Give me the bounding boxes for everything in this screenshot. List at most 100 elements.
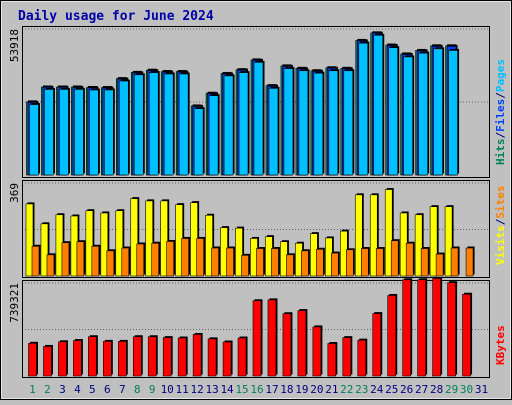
bar-sites-day-24 — [375, 247, 385, 277]
bar-kbytes-day-17 — [267, 298, 278, 377]
bar-visits-day-10 — [160, 199, 170, 277]
bar-visits-day-15-face — [235, 227, 243, 277]
bar-visits-day-27 — [414, 213, 424, 277]
x-tick-label-20: 20 — [310, 383, 323, 396]
x-tick-label-3: 3 — [59, 383, 66, 396]
bar-sites-day-21 — [331, 251, 340, 277]
bar-kbytes-day-24 — [372, 312, 383, 377]
bar-kbytes-day-17-face — [267, 299, 277, 377]
bar-pages-day-26 — [403, 55, 415, 176]
bar-pages-day-18-face — [283, 68, 294, 176]
bar-kbytes-day-18 — [282, 312, 293, 377]
x-tick-label-19: 19 — [295, 383, 308, 396]
bar-sites-day-28-face — [435, 253, 444, 277]
bar-sites-day-16 — [256, 247, 265, 277]
bar-sites-day-11-face — [181, 238, 189, 277]
bar-pages-day-29-face — [448, 50, 458, 176]
bar-kbytes-day-9 — [147, 335, 158, 377]
bar-sites-day-10 — [166, 239, 176, 277]
bar-visits-day-13 — [205, 213, 215, 277]
bar-pages-day-3-face — [59, 89, 69, 176]
bar-kbytes-day-8-face — [132, 336, 142, 377]
bar-sites-day-24-face — [375, 248, 384, 277]
panel-kbytes: 739321 KBytes — [8, 277, 507, 378]
bar-pages-day-23-face — [358, 42, 369, 176]
bar-sites-day-2-face — [46, 254, 55, 277]
bar-pages-day-28-face — [433, 48, 443, 176]
bar-pages-day-1 — [29, 103, 40, 176]
x-tick-label-14: 14 — [220, 383, 234, 396]
chart-title: Daily usage for June 2024 — [18, 9, 214, 24]
bar-kbytes-day-28 — [432, 277, 443, 377]
bar-visits-day-10-face — [160, 200, 168, 277]
bar-visits-day-2 — [40, 222, 50, 277]
bar-pages-day-14 — [223, 74, 235, 176]
bar-kbytes-day-27-face — [417, 279, 426, 377]
bar-visits-day-15 — [235, 226, 245, 277]
bar-pages-day-22 — [343, 69, 355, 176]
bar-pages-day-16-face — [253, 62, 264, 176]
x-tick-label-15: 15 — [235, 383, 248, 396]
bar-sites-day-3-face — [61, 242, 70, 277]
bar-pages-day-3 — [59, 87, 70, 176]
bar-sites-day-16-face — [256, 248, 264, 277]
bar-kbytes-day-22 — [342, 336, 353, 377]
bar-visits-day-9-face — [145, 200, 154, 277]
bar-pages-day-22-face — [343, 70, 354, 176]
bar-pages-day-20 — [313, 71, 325, 176]
bar-pages-day-21-face — [328, 70, 339, 176]
x-tick-label-11: 11 — [176, 383, 189, 396]
legend-item-hits-1: / — [494, 132, 507, 139]
bar-kbytes-day-13-face — [207, 338, 217, 377]
bar-pages-day-17-face — [268, 88, 279, 176]
x-tick-label-18: 18 — [280, 383, 293, 396]
bar-kbytes-day-25 — [387, 293, 398, 377]
bar-pages-day-10-face — [163, 73, 174, 176]
bar-pages-day-15 — [238, 71, 250, 176]
bar-pages-day-6 — [104, 88, 115, 176]
bar-visits-day-2-face — [40, 223, 49, 277]
bar-pages-day-25 — [388, 46, 400, 176]
bar-pages-day-29 — [448, 48, 460, 176]
bar-sites-day-5 — [91, 244, 101, 277]
bar-pages-day-19 — [298, 69, 310, 176]
bar-kbytes-day-29 — [447, 281, 458, 377]
bar-pages-day-24-face — [373, 34, 384, 176]
x-tick-label-23: 23 — [355, 383, 368, 396]
bar-visits-day-8-face — [130, 198, 139, 277]
bar-sites-day-18-face — [286, 254, 294, 277]
bar-kbytes-day-15 — [237, 336, 248, 377]
bar-pages-day-5 — [89, 88, 100, 176]
bar-sites-day-14-face — [226, 247, 234, 277]
x-tick-label-25: 25 — [385, 383, 398, 396]
bar-kbytes-day-25-face — [387, 295, 397, 377]
bar-kbytes-day-7-face — [117, 341, 127, 377]
bar-kbytes-day-4-face — [73, 340, 82, 377]
bar-pages-day-12-face — [193, 108, 204, 176]
bar-visits-day-7 — [115, 209, 125, 277]
bar-kbytes-day-10-face — [162, 337, 172, 377]
bar-visits-day-7-face — [115, 210, 124, 277]
bar-sites-day-29-face — [450, 247, 459, 277]
bar-sites-day-3 — [61, 241, 71, 277]
bar-pages-day-6-face — [104, 89, 114, 176]
bar-sites-day-4-face — [76, 241, 85, 277]
bar-pages-day-8-face — [133, 74, 144, 176]
bar-sites-day-1-face — [31, 245, 40, 277]
bar-kbytes-day-16 — [252, 299, 263, 377]
bar-pages-day-18 — [283, 67, 295, 176]
bar-pages-day-2 — [44, 87, 55, 176]
bar-sites-day-9 — [151, 241, 161, 277]
bar-kbytes-day-18-face — [282, 313, 292, 377]
x-tick-label-26: 26 — [400, 383, 413, 396]
bar-pages-day-17 — [268, 86, 280, 176]
bar-kbytes-day-2-face — [43, 346, 52, 377]
bar-pages-day-11-face — [178, 73, 189, 176]
bar-kbytes-day-20-face — [312, 326, 322, 377]
bar-pages-day-7-face — [118, 80, 129, 176]
bar-kbytes-day-11-face — [177, 337, 187, 377]
bar-pages-day-19-face — [298, 70, 309, 176]
x-tick-label-2: 2 — [44, 383, 51, 396]
x-tick-label-5: 5 — [89, 383, 96, 396]
